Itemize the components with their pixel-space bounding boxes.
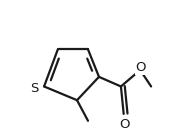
Text: S: S (30, 82, 39, 95)
Text: O: O (136, 61, 146, 74)
Text: O: O (120, 118, 130, 131)
